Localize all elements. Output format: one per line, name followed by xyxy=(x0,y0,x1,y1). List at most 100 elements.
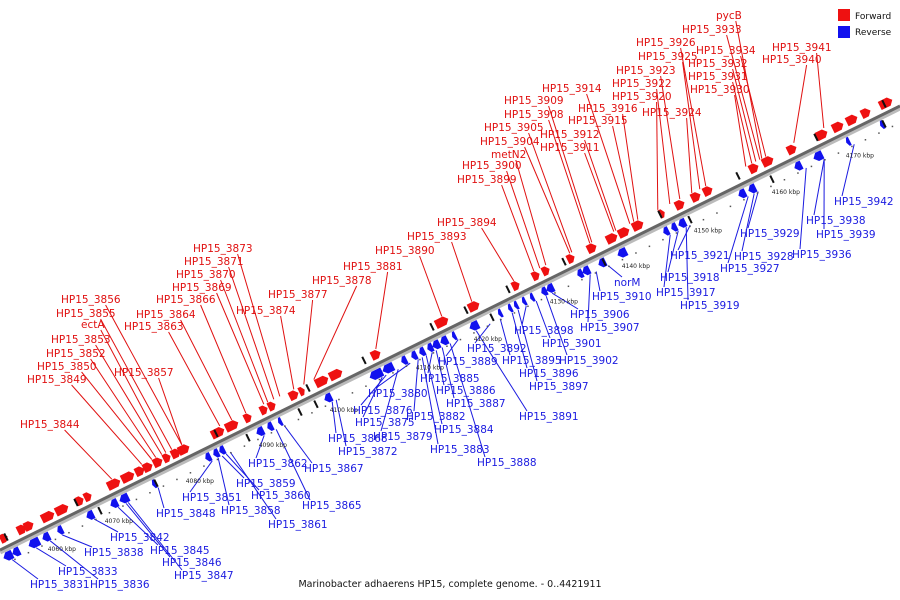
reverse-gene-arrow xyxy=(219,445,227,455)
forward-gene-arrow xyxy=(297,386,305,397)
forward-leader-line xyxy=(735,20,763,159)
forward-gene-label: HP15_3914 xyxy=(542,83,602,95)
scale-tick-label: 4160 kbp xyxy=(772,189,800,196)
forward-gene-label: HP15_3941 xyxy=(772,42,832,54)
scale-tick-label: 4140 kbp xyxy=(622,263,650,270)
scale-dot xyxy=(351,392,354,394)
reverse-gene-label: HP15_3928 xyxy=(734,251,794,263)
reverse-leader-line xyxy=(255,435,265,459)
feature-mark xyxy=(735,171,741,180)
scale-tick-label: 4150 kbp xyxy=(694,227,722,234)
reverse-gene-label: HP15_3860 xyxy=(251,490,311,502)
forward-gene-arrow xyxy=(530,271,540,282)
forward-leader-line xyxy=(584,139,617,231)
scale-dot xyxy=(473,332,475,334)
reverse-leader-line xyxy=(799,167,807,250)
scale-dot xyxy=(608,265,610,268)
reverse-gene-label: HP15_3895 xyxy=(502,355,562,367)
reverse-leader-line xyxy=(685,227,689,301)
forward-gene-label: HP15_3924 xyxy=(642,107,702,119)
reverse-gene-arrow xyxy=(663,226,671,236)
forward-gene-arrow xyxy=(258,405,268,416)
scale-dot xyxy=(338,398,340,401)
reverse-leader-line xyxy=(427,352,433,374)
forward-gene-label: HP15_3916 xyxy=(578,103,638,115)
scale-dot xyxy=(392,372,394,374)
forward-gene-arrow xyxy=(540,266,550,277)
reverse-leader-line xyxy=(441,347,455,399)
forward-gene-label: HP15_3852 xyxy=(46,348,106,360)
reverse-gene-label: HP15_3886 xyxy=(436,385,496,397)
forward-gene-label: HP15_3940 xyxy=(762,54,822,66)
forward-leader-line xyxy=(734,94,747,167)
reverse-leader-line xyxy=(841,144,855,197)
forward-gene-arrow xyxy=(433,316,449,330)
scale-dot xyxy=(230,452,232,454)
reverse-leader-line xyxy=(587,274,591,323)
forward-gene-arrow xyxy=(141,462,153,474)
reverse-leader-line xyxy=(607,265,623,278)
reverse-leader-line xyxy=(449,343,486,458)
reverse-gene-arrow xyxy=(324,392,334,403)
forward-leader-line xyxy=(726,34,761,160)
reverse-gene-label: HP15_3862 xyxy=(248,458,308,470)
reverse-gene-label: HP15_3887 xyxy=(446,398,506,410)
forward-leader-line xyxy=(515,159,547,266)
reverse-leader-line xyxy=(413,359,419,412)
reverse-leader-line xyxy=(127,502,183,571)
reverse-gene-arrow xyxy=(42,531,52,542)
reverse-gene-arrow xyxy=(382,361,396,374)
forward-gene-arrow xyxy=(604,233,618,245)
feature-mark xyxy=(429,322,435,331)
reverse-gene-label: HP15_3845 xyxy=(150,545,210,557)
forward-gene-arrow xyxy=(313,375,329,389)
reverse-gene-arrow xyxy=(213,448,221,458)
reverse-leader-line xyxy=(511,312,528,369)
reverse-leader-line xyxy=(335,399,347,447)
reverse-gene-arrow xyxy=(738,188,748,199)
forward-leader-line xyxy=(64,429,113,480)
scale-dot xyxy=(297,418,300,421)
forward-gene-arrow xyxy=(747,163,759,175)
scale-dot xyxy=(675,232,678,234)
reverse-leader-line xyxy=(62,534,93,548)
reverse-gene-label: HP15_3831 xyxy=(30,579,90,591)
forward-leader-line xyxy=(451,241,473,302)
forward-gene-arrow xyxy=(701,186,713,197)
forward-gene-label: HP15_3934 xyxy=(696,45,756,57)
scale-dot xyxy=(702,218,705,221)
feature-mark xyxy=(3,532,9,542)
forward-leader-line xyxy=(506,170,541,269)
reverse-gene-label: HP15_3918 xyxy=(660,272,720,284)
reverse-gene-arrow xyxy=(794,160,804,171)
scale-dot xyxy=(95,518,97,521)
reverse-leader-line xyxy=(117,506,159,546)
reverse-gene-label: HP15_3847 xyxy=(174,570,234,582)
forward-gene-label: ectA xyxy=(81,319,105,331)
forward-gene-label: HP15_3871 xyxy=(184,256,244,268)
reverse-gene-label: HP15_3927 xyxy=(720,263,780,275)
reverse-leader-line xyxy=(221,455,245,479)
reverse-gene-label: HP15_3892 xyxy=(467,343,527,355)
feature-mark xyxy=(361,356,367,365)
forward-gene-label: HP15_3857 xyxy=(114,367,174,379)
reverse-gene-label: HP15_3917 xyxy=(656,287,716,299)
leader-lines xyxy=(11,20,855,580)
scale-dot xyxy=(594,272,597,274)
reverse-gene-arrow xyxy=(879,119,886,130)
scale-dot xyxy=(419,358,421,361)
forward-gene-arrow xyxy=(327,368,343,382)
forward-gene-arrow xyxy=(760,156,774,168)
scale-dot xyxy=(257,438,259,441)
forward-leader-line xyxy=(682,61,701,190)
forward-gene-label: metN2 xyxy=(491,149,526,161)
forward-leader-line xyxy=(524,146,571,254)
reverse-leader-line xyxy=(595,271,601,292)
reverse-leader-line xyxy=(747,191,759,229)
reverse-leader-line xyxy=(521,305,527,326)
reverse-gene-label: HP15_3906 xyxy=(570,309,630,321)
reverse-gene-arrow xyxy=(205,452,213,462)
forward-gene-label: HP15_3922 xyxy=(612,78,672,90)
reverse-gene-label: HP15_3851 xyxy=(182,492,242,504)
